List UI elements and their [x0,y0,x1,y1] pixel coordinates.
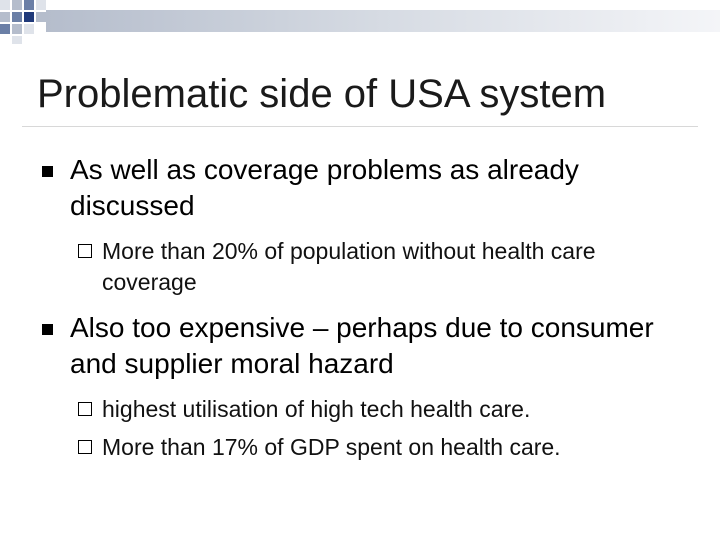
sub-bullet-text: highest utilisation of high tech health … [102,396,531,422]
square-outline-bullet-icon [78,402,92,416]
sub-bullet-item: More than 17% of GDP spent on health car… [78,432,692,463]
bullet-text: Also too expensive – perhaps due to cons… [70,312,654,379]
bullet-item: As well as coverage problems as already … [42,152,690,224]
title-divider [22,126,698,127]
square-outline-bullet-icon [78,440,92,454]
sub-bullet-item: highest utilisation of high tech health … [78,394,692,425]
sub-bullet-item: More than 20% of population without heal… [78,236,692,298]
sub-bullet-text: More than 17% of GDP spent on health car… [102,434,561,460]
square-filled-bullet-icon [42,324,53,335]
square-outline-bullet-icon [78,244,92,258]
square-filled-bullet-icon [42,166,53,177]
bullet-text: As well as coverage problems as already … [70,154,579,221]
bullet-item: Also too expensive – perhaps due to cons… [42,310,690,382]
sub-bullet-text: More than 20% of population without heal… [102,238,596,295]
slide-title: Problematic side of USA system [37,72,607,116]
header-decoration [0,0,720,44]
